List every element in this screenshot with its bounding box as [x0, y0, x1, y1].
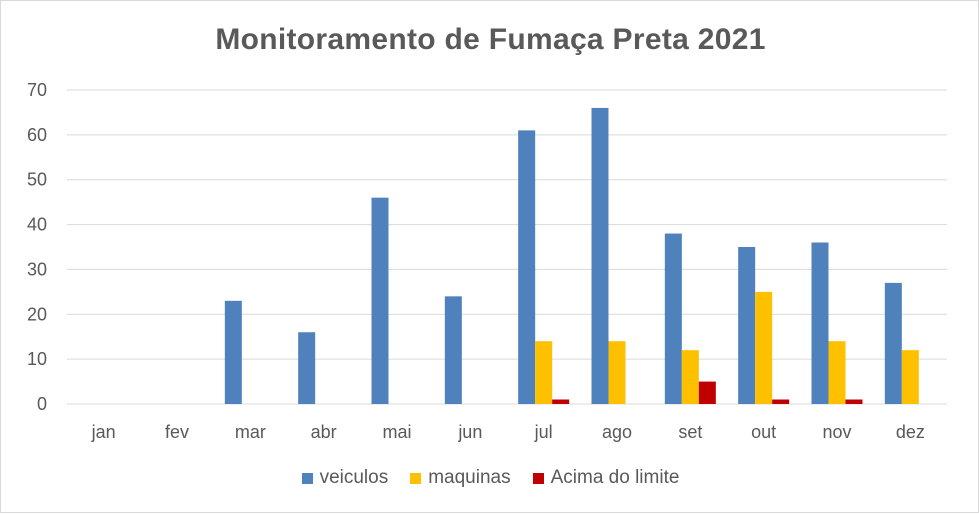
x-axis-ticks: jan fev mar abr mai jun jul ago set out nov dez	[91, 422, 925, 442]
y-tick-label: 60	[27, 125, 47, 145]
legend-item-maquinas: maquinas	[410, 467, 511, 489]
legend-item-acima-do-limite: Acima do limite	[532, 467, 680, 489]
x-tick-label-jan: jan	[91, 422, 116, 442]
y-tick-label: 50	[27, 170, 47, 190]
bar-veiculos-dez	[884, 282, 902, 404]
legend-label: maquinas	[428, 467, 511, 488]
bar-maquinas-out	[755, 291, 773, 404]
legend-item-veiculos: veiculos	[301, 467, 389, 489]
y-tick-label: 0	[37, 394, 47, 414]
x-tick-label-nov: nov	[822, 422, 851, 442]
y-tick-label: 20	[27, 304, 47, 324]
y-tick-label: 40	[27, 215, 47, 235]
bar-maquinas-nov	[828, 341, 846, 404]
x-tick-label-abr: abr	[311, 422, 337, 442]
bar-maquinas-ago	[608, 341, 626, 404]
legend-label: veiculos	[319, 467, 389, 488]
legend: veiculos maquinas Acima do limite	[1, 467, 979, 489]
bar-veiculos-mar	[224, 300, 242, 404]
gridlines	[67, 89, 947, 405]
bar-maquinas-jul	[535, 341, 553, 404]
y-tick-label: 30	[27, 259, 47, 279]
x-tick-label-dez: dez	[896, 422, 925, 442]
bar-acima-do-limite-set	[698, 381, 716, 404]
bar-veiculos-abr	[298, 332, 316, 404]
y-axis-ticks: 0 10 20 30 40 50 60 70	[27, 80, 47, 414]
x-tick-label-mar: mar	[235, 422, 266, 442]
bar-acima-do-limite-jul	[552, 399, 570, 404]
x-tick-label-jul: jul	[534, 422, 553, 442]
legend-label: Acima do limite	[550, 467, 680, 488]
bar-veiculos-mai	[371, 197, 389, 404]
bars	[224, 107, 919, 404]
x-tick-label-mai: mai	[382, 422, 411, 442]
y-tick-label: 10	[27, 349, 47, 369]
legend-swatch	[301, 472, 313, 484]
bar-veiculos-nov	[811, 242, 829, 404]
x-tick-label-set: set	[678, 422, 702, 442]
bar-acima-do-limite-out	[772, 399, 790, 404]
bar-veiculos-jun	[444, 296, 462, 404]
bar-maquinas-dez	[901, 350, 919, 404]
bar-acima-do-limite-nov	[845, 399, 863, 404]
bar-veiculos-ago	[591, 107, 609, 404]
x-tick-label-ago: ago	[602, 422, 632, 442]
bar-veiculos-set	[664, 233, 682, 404]
chart-title: Monitoramento de Fumaça Preta 2021	[215, 23, 766, 56]
legend-swatch	[410, 472, 422, 484]
bar-veiculos-out	[738, 247, 756, 404]
bar-veiculos-jul	[518, 130, 536, 404]
y-tick-label: 70	[27, 80, 47, 100]
legend-swatch	[532, 472, 544, 484]
x-tick-label-out: out	[751, 422, 776, 442]
bar-maquinas-set	[681, 350, 699, 404]
x-tick-label-fev: fev	[165, 422, 189, 442]
x-tick-label-jun: jun	[457, 422, 482, 442]
